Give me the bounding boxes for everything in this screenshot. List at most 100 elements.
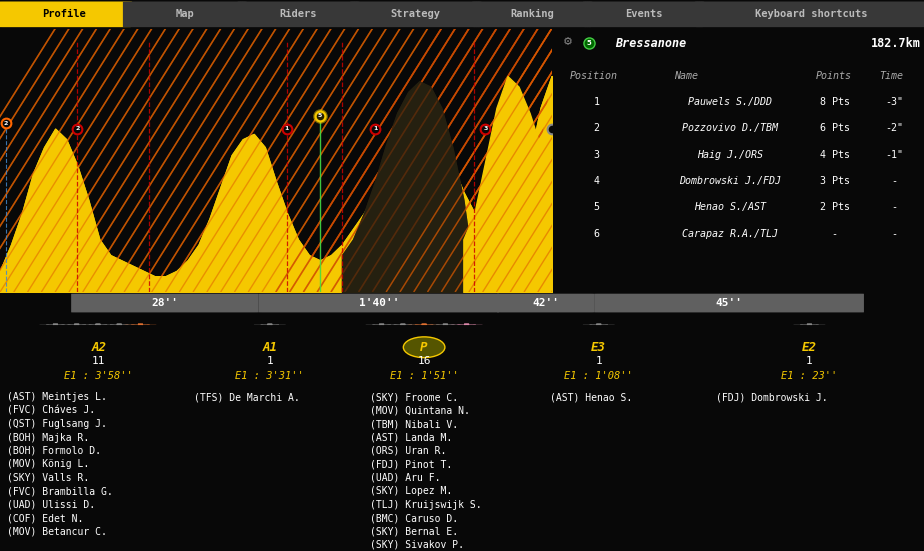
Text: 2: 2 (75, 126, 79, 131)
Text: -2": -2" (885, 123, 904, 133)
Text: ⚙: ⚙ (563, 36, 573, 46)
Text: Dombrowski J./FDJ: Dombrowski J./FDJ (679, 176, 782, 186)
Text: -3": -3" (885, 97, 904, 107)
FancyBboxPatch shape (350, 2, 481, 27)
Text: (TLJ) Kruijswijk S.: (TLJ) Kruijswijk S. (370, 500, 481, 510)
Text: E1 : 1'51'': E1 : 1'51'' (390, 371, 458, 381)
Text: -1": -1" (885, 150, 904, 160)
Text: Pozzovivo D./TBM: Pozzovivo D./TBM (682, 123, 778, 133)
FancyBboxPatch shape (71, 294, 259, 312)
Text: E1 : 1'08'': E1 : 1'08'' (565, 371, 633, 381)
Ellipse shape (403, 337, 445, 358)
Text: (SKY) Lopez M.: (SKY) Lopez M. (370, 486, 452, 496)
Text: 2: 2 (593, 123, 600, 133)
FancyBboxPatch shape (695, 2, 924, 27)
Text: (BMC) Caruso D.: (BMC) Caruso D. (370, 513, 457, 523)
Text: (AST) Landa M.: (AST) Landa M. (370, 433, 452, 442)
Text: Henao S./AST: Henao S./AST (694, 202, 766, 213)
Text: (TBM) Nibali V.: (TBM) Nibali V. (370, 419, 457, 429)
Text: 1: 1 (285, 126, 289, 131)
Text: (QST) Fuglsang J.: (QST) Fuglsang J. (7, 419, 107, 429)
Text: Keyboard shortcuts: Keyboard shortcuts (756, 9, 868, 19)
Text: (TFS) De Marchi A.: (TFS) De Marchi A. (194, 392, 299, 402)
Text: Position: Position (570, 71, 618, 81)
Text: 28'': 28'' (152, 298, 178, 307)
Text: (FDJ) Pinot T.: (FDJ) Pinot T. (370, 460, 452, 469)
Text: 16: 16 (418, 355, 431, 366)
FancyBboxPatch shape (583, 2, 704, 27)
Text: (UAD) Ulissi D.: (UAD) Ulissi D. (7, 500, 95, 510)
Text: 6 Pts: 6 Pts (820, 123, 850, 133)
Text: (BOH) Majka R.: (BOH) Majka R. (7, 433, 90, 442)
Text: P: P (420, 341, 428, 354)
Text: -: - (892, 202, 897, 213)
Text: -: - (892, 176, 897, 186)
Text: E3: E3 (591, 341, 606, 354)
Text: (FVC) Cháves J.: (FVC) Cháves J. (7, 406, 95, 415)
FancyBboxPatch shape (259, 294, 499, 312)
Text: 45'': 45'' (715, 298, 743, 307)
Text: Time: Time (880, 71, 904, 81)
Text: 6: 6 (593, 229, 600, 239)
Text: (FVC) Brambilla G.: (FVC) Brambilla G. (7, 486, 113, 496)
Text: Ranking: Ranking (510, 9, 554, 19)
Text: (SKY) Sivakov P.: (SKY) Sivakov P. (370, 540, 464, 550)
Text: (SKY) Valls R.: (SKY) Valls R. (7, 473, 90, 483)
Text: (UAD) Aru F.: (UAD) Aru F. (370, 473, 440, 483)
Text: 11: 11 (92, 355, 105, 366)
Text: (ORS) Uran R.: (ORS) Uran R. (370, 446, 446, 456)
Text: 182.7km: 182.7km (870, 36, 920, 50)
FancyBboxPatch shape (123, 2, 247, 27)
Text: (AST) Meintjes L.: (AST) Meintjes L. (7, 392, 107, 402)
Text: (SKY) Bernal E.: (SKY) Bernal E. (370, 526, 457, 537)
Text: (AST) Henao S.: (AST) Henao S. (550, 392, 632, 402)
FancyBboxPatch shape (0, 2, 132, 27)
Text: (MOV) Betancur C.: (MOV) Betancur C. (7, 526, 107, 537)
Text: E1 : 23'': E1 : 23'' (782, 371, 837, 381)
Text: 3: 3 (483, 126, 488, 131)
Text: 3 Pts: 3 Pts (820, 176, 850, 186)
Text: 8 Pts: 8 Pts (820, 97, 850, 107)
Text: (COF) Edet N.: (COF) Edet N. (7, 513, 84, 523)
Text: 2: 2 (4, 121, 7, 126)
Text: 42'': 42'' (532, 298, 559, 307)
Text: Name: Name (675, 71, 699, 81)
FancyBboxPatch shape (237, 2, 359, 27)
Text: -: - (832, 229, 838, 239)
Text: Riders: Riders (280, 9, 317, 19)
Text: (MOV) Quintana N.: (MOV) Quintana N. (370, 406, 469, 415)
Text: 2 Pts: 2 Pts (820, 202, 850, 213)
Text: Points: Points (816, 71, 852, 81)
Text: A2: A2 (91, 341, 106, 354)
Text: -: - (892, 229, 897, 239)
Text: A1: A1 (262, 341, 277, 354)
Text: Profile: Profile (42, 9, 86, 19)
Text: 4: 4 (593, 176, 600, 186)
Text: 5: 5 (593, 202, 600, 213)
Text: 1: 1 (595, 355, 602, 366)
Text: 1: 1 (266, 355, 274, 366)
FancyBboxPatch shape (472, 2, 592, 27)
Text: 1: 1 (593, 97, 600, 107)
Text: 1: 1 (806, 355, 813, 366)
Text: Carapaz R.A./TLJ: Carapaz R.A./TLJ (682, 229, 778, 239)
Text: Events: Events (625, 9, 663, 19)
Text: Bressanone: Bressanone (615, 36, 687, 50)
Text: (FDJ) Dombrowski J.: (FDJ) Dombrowski J. (716, 392, 828, 402)
Text: Haig J./ORS: Haig J./ORS (698, 150, 763, 160)
Text: Pauwels S./DDD: Pauwels S./DDD (688, 97, 772, 107)
Text: (BOH) Formolo D.: (BOH) Formolo D. (7, 446, 102, 456)
Text: E2: E2 (802, 341, 817, 354)
Text: 5: 5 (318, 113, 322, 118)
FancyBboxPatch shape (594, 294, 864, 312)
Text: 5: 5 (587, 40, 591, 46)
Text: 4 Pts: 4 Pts (820, 150, 850, 160)
Text: E1 : 3'58'': E1 : 3'58'' (65, 371, 133, 381)
Text: E1 : 3'31'': E1 : 3'31'' (236, 371, 304, 381)
Text: 1: 1 (373, 126, 377, 131)
Text: Strategy: Strategy (391, 9, 441, 19)
Text: Map: Map (176, 9, 194, 19)
Text: 3: 3 (593, 150, 600, 160)
Text: (SKY) Froome C.: (SKY) Froome C. (370, 392, 457, 402)
Text: 1'40'': 1'40'' (359, 298, 399, 307)
